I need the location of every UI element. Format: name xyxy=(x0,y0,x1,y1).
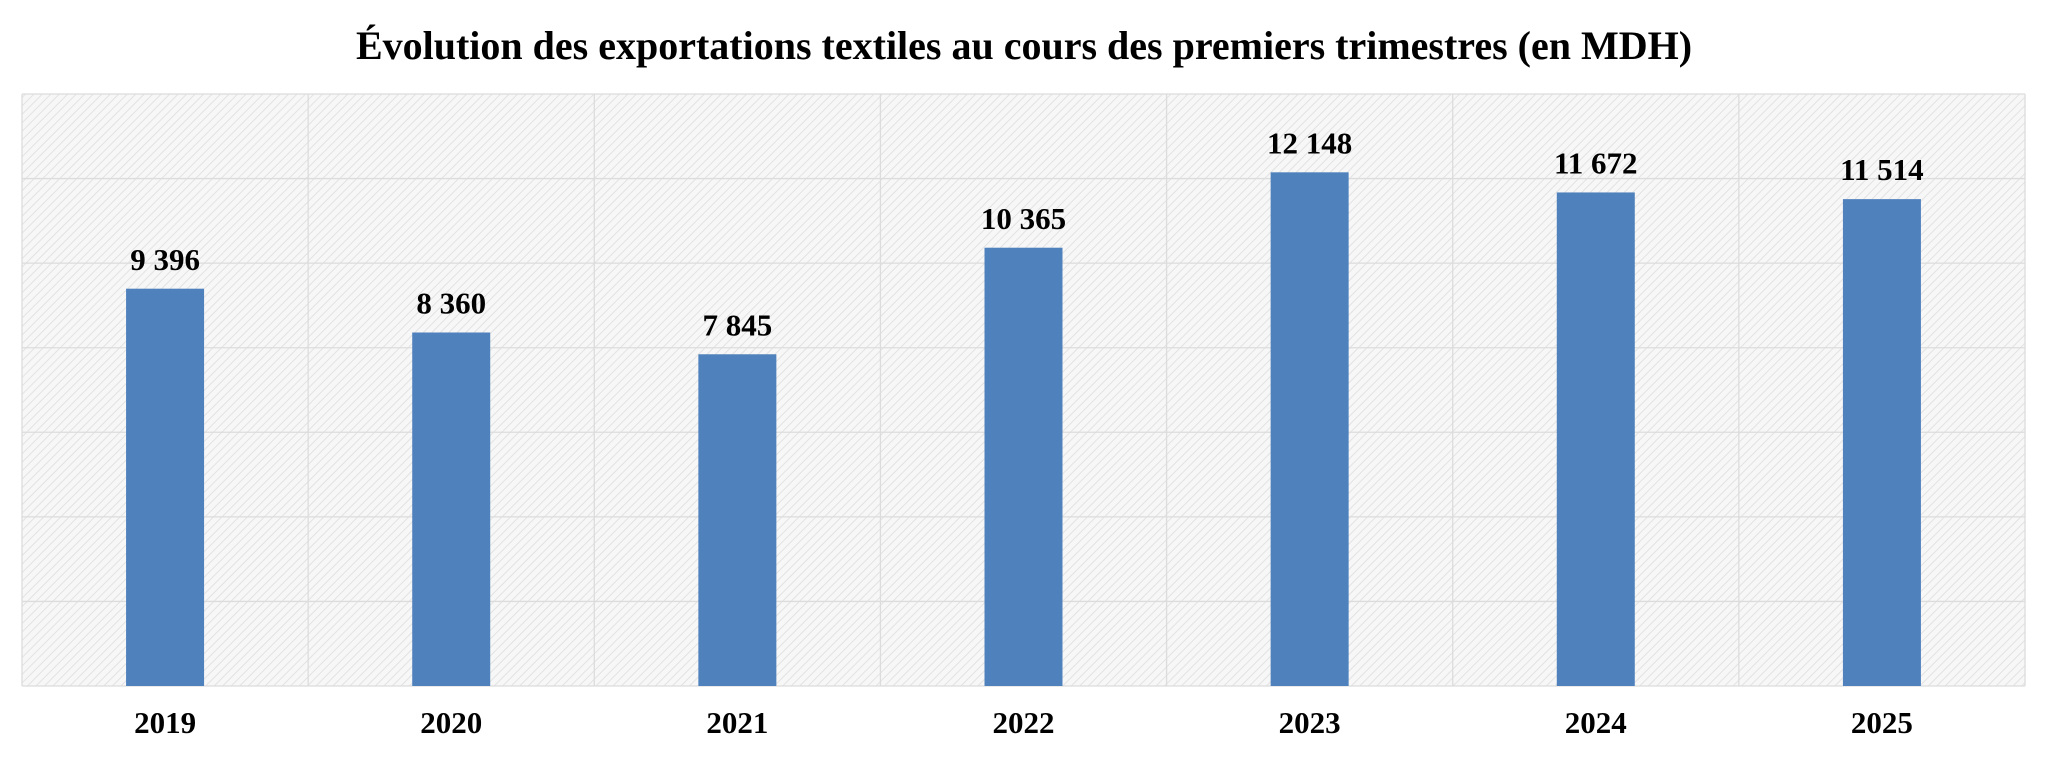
x-tick-label: 2023 xyxy=(1279,705,1341,740)
x-tick-label: 2019 xyxy=(134,705,196,740)
bar xyxy=(698,354,777,686)
bar xyxy=(984,247,1063,687)
value-label: 9 396 xyxy=(130,242,200,277)
x-tick-label: 2020 xyxy=(420,705,482,740)
value-label: 8 360 xyxy=(416,286,486,321)
bar xyxy=(1556,192,1635,686)
bar xyxy=(1270,172,1349,687)
value-label: 10 365 xyxy=(981,201,1066,236)
x-tick-label: 2025 xyxy=(1851,705,1913,740)
x-tick-label: 2022 xyxy=(993,705,1055,740)
x-tick-label: 2024 xyxy=(1565,705,1627,740)
x-tick-label: 2021 xyxy=(706,705,768,740)
chart-title: Évolution des exportations textiles au c… xyxy=(356,23,1692,68)
value-label: 11 514 xyxy=(1840,152,1924,187)
bar xyxy=(126,288,205,686)
bar xyxy=(412,332,491,686)
value-label: 11 672 xyxy=(1554,146,1638,181)
value-label: 12 148 xyxy=(1267,125,1352,160)
value-label: 7 845 xyxy=(702,307,772,342)
bar xyxy=(1842,199,1921,686)
